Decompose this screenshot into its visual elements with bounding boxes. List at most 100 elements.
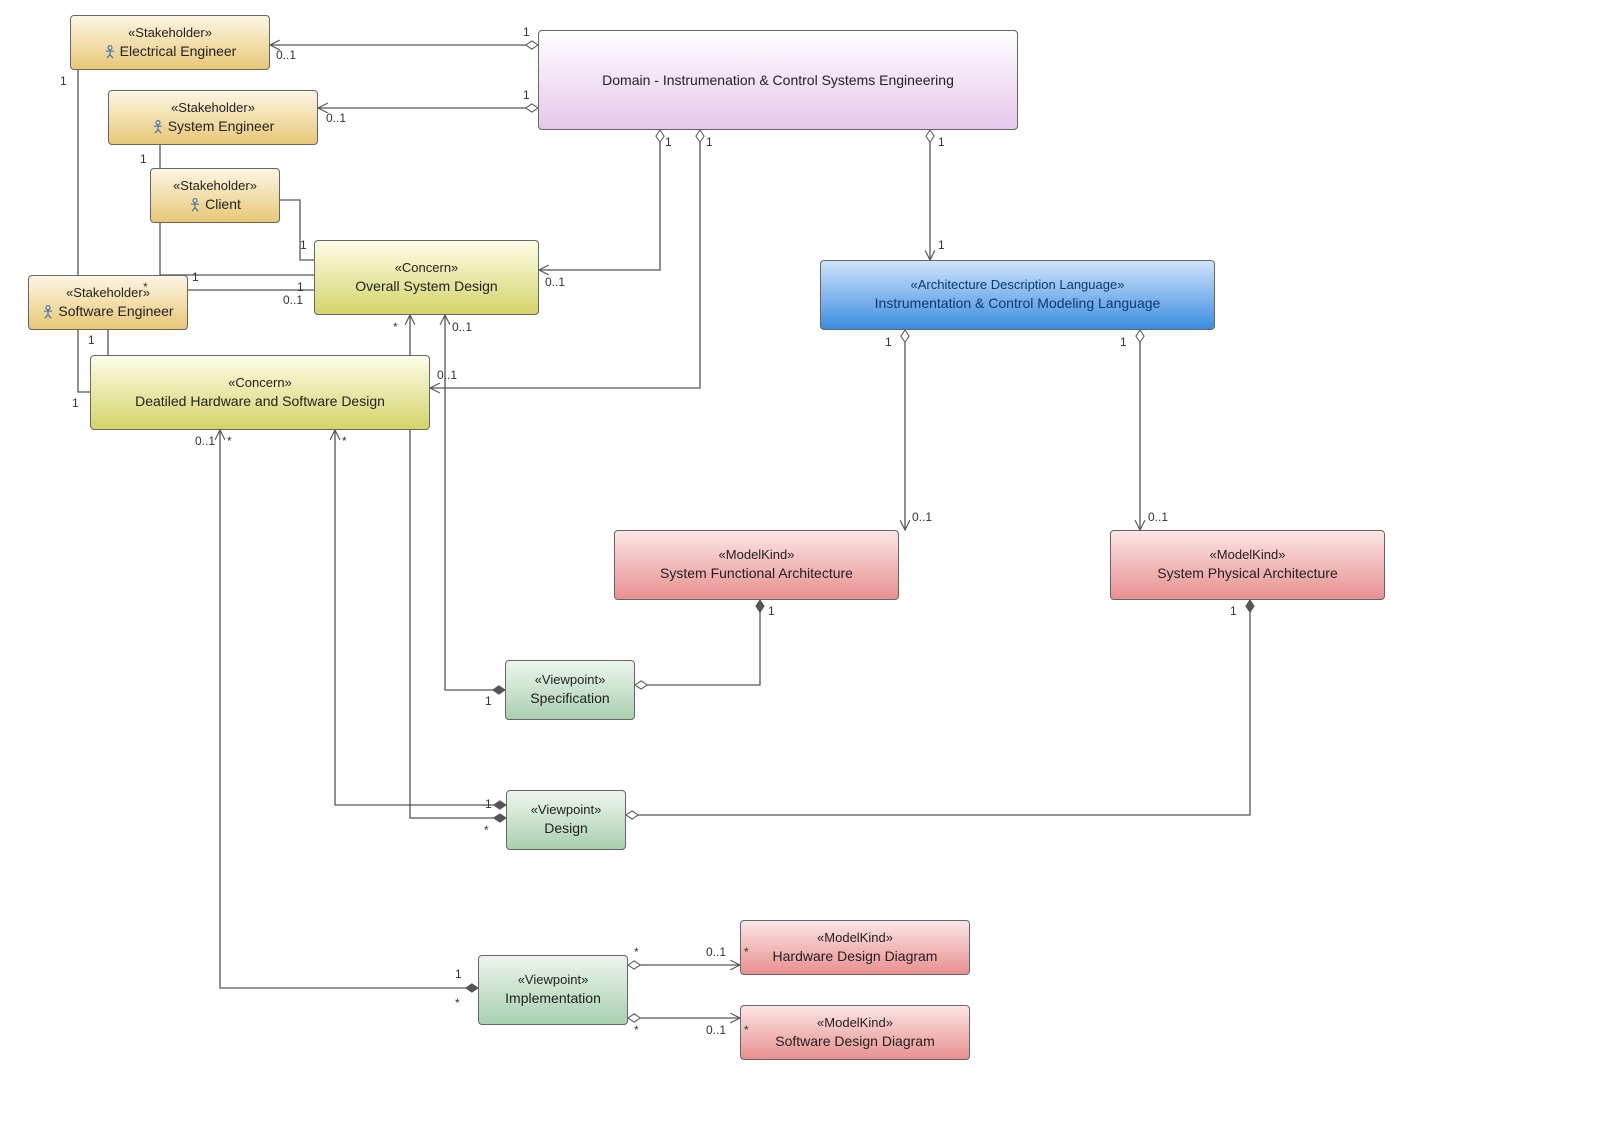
multiplicity-label: 0..1 [437,368,457,382]
multiplicity-label: 0..1 [912,510,932,524]
multiplicity-label: 0..1 [545,275,565,289]
title-mk_sw: Software Design Diagram [749,1032,961,1050]
multiplicity-label: 1 [885,335,892,349]
title-mk_phys: System Physical Architecture [1119,564,1376,582]
node-ee: «Stakeholder»Electrical Engineer [70,15,270,70]
actor-icon [104,45,116,59]
stereotype-vp_design: «Viewpoint» [515,802,617,819]
stereotype-vp_impl: «Viewpoint» [487,972,619,989]
title-se: System Engineer [117,117,309,135]
multiplicity-label: 0..1 [452,320,472,334]
multiplicity-label: 1 [1230,604,1237,618]
stereotype-concern_detail: «Concern» [99,375,421,392]
title-text-ee: Electrical Engineer [120,43,237,59]
node-se: «Stakeholder»System Engineer [108,90,318,145]
multiplicity-label: 1 [72,396,79,410]
title-concern_detail: Deatiled Hardware and Software Design [99,392,421,410]
multiplicity-label: * [634,1023,639,1037]
node-client: «Stakeholder»Client [150,168,280,223]
title-concern_overall: Overall System Design [323,277,530,295]
stereotype-concern_overall: «Concern» [323,260,530,277]
title-text-mk_hw: Hardware Design Diagram [773,948,938,964]
title-adl: Instrumentation & Control Modeling Langu… [829,294,1206,312]
multiplicity-label: 0..1 [1148,510,1168,524]
multiplicity-label: 0..1 [195,434,215,448]
multiplicity-label: * [143,280,148,294]
title-text-concern_detail: Deatiled Hardware and Software Design [135,393,385,409]
stereotype-mk_hw: «ModelKind» [749,930,961,947]
title-ee: Electrical Engineer [79,42,261,60]
node-vp_impl: «Viewpoint»Implementation [478,955,628,1025]
multiplicity-label: 1 [706,135,713,149]
title-text-vp_design: Design [544,820,588,836]
multiplicity-label: 1 [768,604,775,618]
multiplicity-label: 1 [938,135,945,149]
title-mk_hw: Hardware Design Diagram [749,947,961,965]
stereotype-mk_func: «ModelKind» [623,547,890,564]
title-client: Client [159,195,271,213]
stereotype-mk_sw: «ModelKind» [749,1015,961,1032]
multiplicity-label: 1 [88,333,95,347]
node-vp_design: «Viewpoint»Design [506,790,626,850]
actor-icon [152,120,164,134]
node-swe: «Stakeholder»Software Engineer [28,275,188,330]
multiplicity-label: * [744,945,749,959]
stereotype-vp_spec: «Viewpoint» [514,672,626,689]
multiplicity-label: 1 [485,797,492,811]
multiplicity-label: * [227,434,232,448]
edge [280,200,314,260]
node-mk_sw: «ModelKind»Software Design Diagram [740,1005,970,1060]
title-vp_impl: Implementation [487,989,619,1007]
multiplicity-label: 1 [485,694,492,708]
node-concern_overall: «Concern»Overall System Design [314,240,539,315]
title-text-se: System Engineer [168,118,275,134]
title-text-mk_sw: Software Design Diagram [775,1033,935,1049]
multiplicity-label: 1 [665,135,672,149]
title-text-domain: Domain - Instrumenation & Control System… [602,72,954,88]
node-adl: «Architecture Description Language»Instr… [820,260,1215,330]
multiplicity-label: 0..1 [276,48,296,62]
stereotype-se: «Stakeholder» [117,100,309,117]
multiplicity-label: 1 [1120,335,1127,349]
actor-icon [189,198,201,212]
title-vp_design: Design [515,819,617,837]
title-text-swe: Software Engineer [58,303,173,319]
node-vp_spec: «Viewpoint»Specification [505,660,635,720]
title-text-vp_impl: Implementation [505,990,601,1006]
title-text-client: Client [205,196,241,212]
multiplicity-label: 0..1 [706,945,726,959]
title-domain: Domain - Instrumenation & Control System… [547,71,1009,89]
multiplicity-label: * [484,823,489,837]
node-mk_hw: «ModelKind»Hardware Design Diagram [740,920,970,975]
title-text-vp_spec: Specification [530,690,609,706]
title-swe: Software Engineer [37,302,179,320]
title-mk_func: System Functional Architecture [623,564,890,582]
multiplicity-label: * [634,945,639,959]
stereotype-ee: «Stakeholder» [79,25,261,42]
stereotype-swe: «Stakeholder» [37,285,179,302]
multiplicity-label: 0..1 [283,293,303,307]
multiplicity-label: 1 [192,270,199,284]
multiplicity-label: * [455,996,460,1010]
edge [220,430,478,988]
multiplicity-label: 0..1 [706,1023,726,1037]
actor-icon [42,305,54,319]
multiplicity-label: 1 [140,152,147,166]
edge [539,130,660,270]
node-domain: Domain - Instrumenation & Control System… [538,30,1018,130]
title-text-adl: Instrumentation & Control Modeling Langu… [875,295,1161,311]
node-mk_func: «ModelKind»System Functional Architectur… [614,530,899,600]
multiplicity-label: 1 [455,967,462,981]
title-text-concern_overall: Overall System Design [355,278,497,294]
edge [635,600,760,685]
multiplicity-label: 1 [938,238,945,252]
multiplicity-label: 1 [523,88,530,102]
multiplicity-label: 1 [297,280,304,294]
stereotype-mk_phys: «ModelKind» [1119,547,1376,564]
edge [626,600,1250,815]
stereotype-client: «Stakeholder» [159,178,271,195]
multiplicity-label: * [393,320,398,334]
title-text-mk_func: System Functional Architecture [660,565,853,581]
node-mk_phys: «ModelKind»System Physical Architecture [1110,530,1385,600]
title-text-mk_phys: System Physical Architecture [1157,565,1338,581]
